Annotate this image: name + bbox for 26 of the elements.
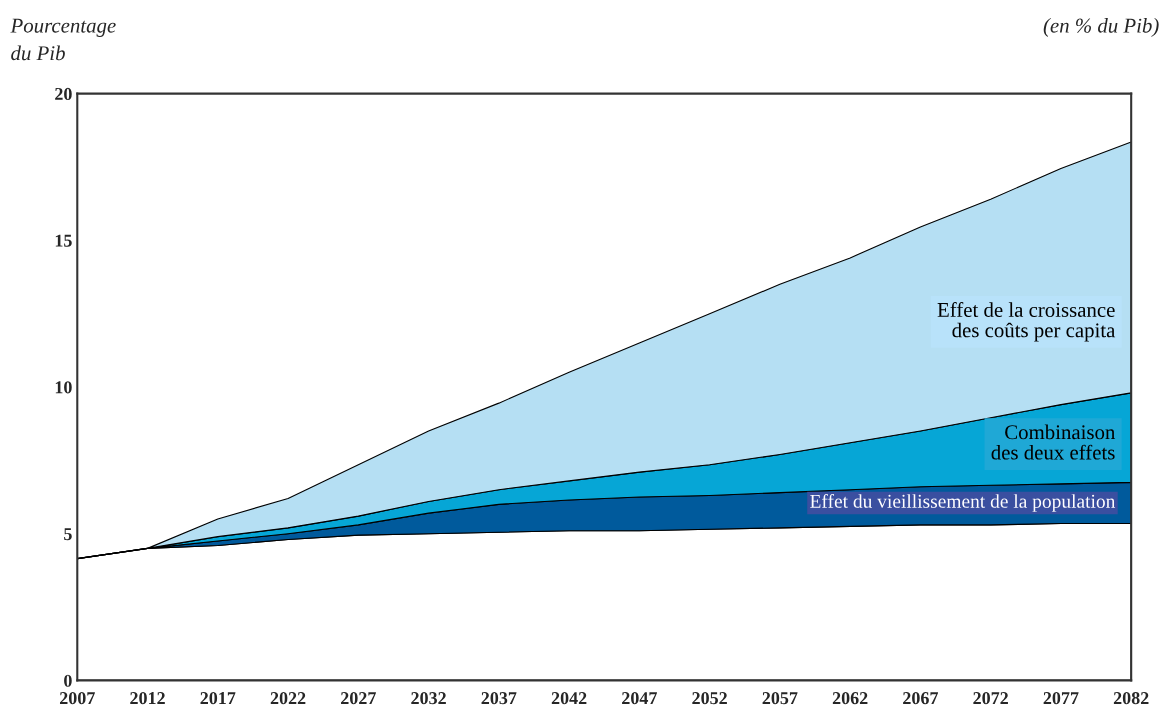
x-tick-label: 2022 [270,692,306,705]
series-label: Effet de la croissance des coûts per capita [937,302,1116,342]
x-tick-label: 2017 [200,692,236,705]
y-axis-title: Pourcentage du Pib [10,18,116,61]
y-tick-label: 0 [64,674,72,687]
x-tick-label: 2007 [59,692,95,705]
x-tick-label: 2042 [551,692,587,705]
x-tick-label: 2027 [341,692,376,705]
x-tick-label: 2012 [130,692,165,705]
x-tick-label: 2057 [762,692,798,705]
series-label: Combinaison des deux effets [991,424,1116,460]
x-tick-label: 2062 [832,692,868,705]
series-label: Effet du vieillissement de la population [810,493,1116,512]
x-tick-label: 2032 [411,692,446,705]
y-tick-label: 20 [55,87,72,101]
x-tick-label: 2047 [622,692,657,705]
y-tick-label: 15 [55,234,72,247]
x-tick-label: 2067 [903,692,939,705]
x-tick-label: 2037 [481,692,517,705]
x-tick-label: 2072 [973,692,1008,705]
x-tick-label: 2077 [1043,692,1079,705]
x-tick-label: 2082 [1113,692,1149,705]
text: (en % du Pib) [1043,18,1159,37]
x-tick-label: 2052 [692,692,727,705]
y-tick-label: 5 [64,528,72,541]
y-tick-label: 10 [55,381,72,394]
